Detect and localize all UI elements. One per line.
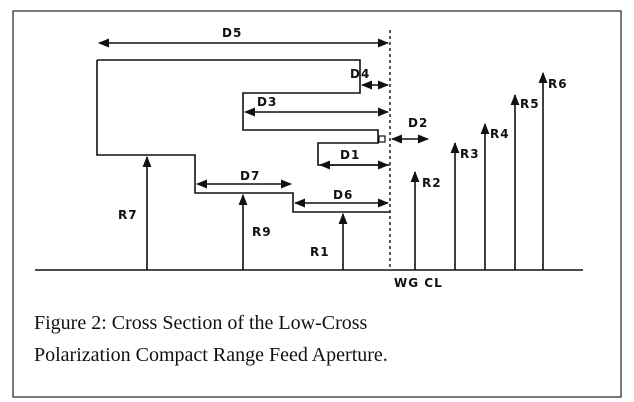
- label-d2: D2: [408, 116, 428, 130]
- label-r9: R9: [252, 225, 272, 239]
- frame: [12, 10, 622, 398]
- profile-lower: [96, 60, 390, 213]
- label-d5: D5: [222, 26, 242, 40]
- label-r7: R7: [118, 208, 138, 222]
- profile-upper: [97, 59, 390, 166]
- label-r5: R5: [520, 97, 540, 111]
- label-r4: R4: [490, 127, 510, 141]
- label-r2: R2: [422, 176, 442, 190]
- label-d1: D1: [340, 148, 360, 162]
- label-r6: R6: [548, 77, 568, 91]
- radius-arrows: [142, 71, 548, 270]
- label-d6: D6: [333, 188, 353, 202]
- dimension-arrows: [97, 38, 430, 208]
- label-r1: R1: [310, 245, 330, 259]
- step: [378, 135, 386, 143]
- label-d4: D4: [350, 67, 370, 81]
- caption-line: Figure 2: Cross Section of the Low-Cross: [34, 312, 368, 334]
- caption-line: Polarization Compact Range Feed Aperture…: [34, 344, 388, 366]
- label-wg-cl: WG CL: [394, 276, 443, 290]
- label-r3: R3: [460, 147, 480, 161]
- label-d3: D3: [257, 95, 277, 109]
- label-d7: D7: [240, 169, 260, 183]
